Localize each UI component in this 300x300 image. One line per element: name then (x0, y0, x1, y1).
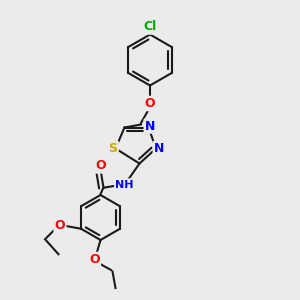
Text: Cl: Cl (143, 20, 157, 34)
Text: N: N (145, 119, 155, 133)
Text: O: O (145, 97, 155, 110)
Text: S: S (109, 142, 118, 155)
Text: N: N (154, 142, 164, 155)
Text: O: O (95, 159, 106, 172)
Text: O: O (55, 219, 65, 232)
Text: NH: NH (115, 179, 134, 190)
Text: O: O (89, 253, 100, 266)
